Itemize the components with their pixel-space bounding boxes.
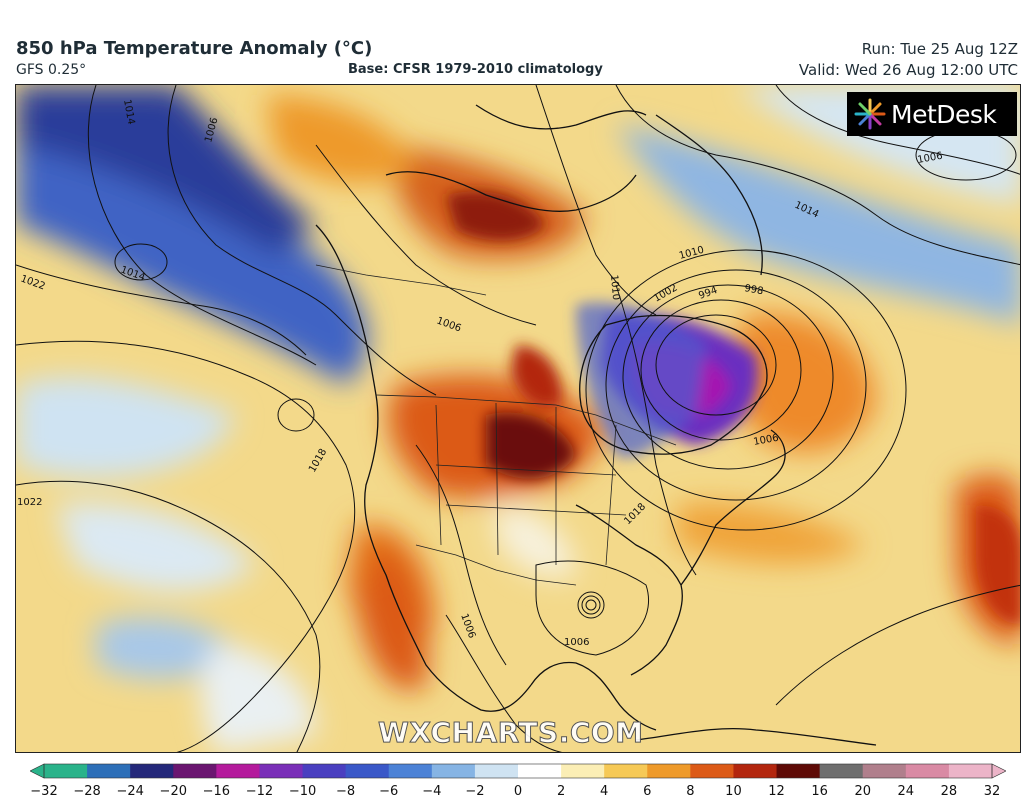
colorbar-tick-label: 10	[725, 784, 742, 799]
colorbar-segment	[431, 764, 476, 778]
colorbar-border	[43, 763, 993, 779]
colorbar-segment	[216, 764, 261, 778]
colorbar-ticks: −32 −28 −24 −20 −16 −12 −10 −8 −6 −4 −2 0 2 4 6 8 10 12 16…	[0, 781, 1024, 803]
colorbar-segment	[905, 764, 950, 778]
isobars	[16, 85, 1020, 752]
colorbar-segment	[388, 764, 433, 778]
colorbar-tick-label: 8	[686, 784, 695, 799]
colorbar-tick-label: 24	[897, 784, 915, 799]
metdesk-logo: MetDesk	[847, 92, 1017, 136]
colorbar-segment	[518, 764, 562, 778]
colorbar-segment	[776, 764, 821, 778]
valid-time-label: Valid: Wed 26 Aug 12:00 UTC	[798, 61, 1018, 79]
colorbar-segment	[87, 764, 131, 778]
logo-wordmark: MetDesk	[891, 99, 997, 129]
colorbar-tick-label: −20	[159, 784, 187, 799]
isobar-label: 1022	[17, 497, 42, 508]
colorbar-segment	[604, 764, 648, 778]
colorbar-tick-label: −4	[422, 784, 442, 799]
colorbar-tick-label: 16	[811, 784, 828, 799]
colorbar-tick-label: 6	[643, 784, 652, 799]
anomaly-map: 1014 1006 1022 1014 1022 1018 1006 1014 …	[15, 84, 1021, 753]
political-borders	[315, 264, 677, 586]
colorbar-segment	[173, 764, 217, 778]
isobar-label: 1010	[608, 274, 621, 300]
metdesk-burst-icon	[854, 98, 886, 130]
colorbar-tick-label: 28	[940, 784, 958, 799]
colorbar-segment	[862, 764, 907, 778]
colorbar-tick-label: 2	[556, 784, 566, 799]
colorbar-segment	[948, 764, 993, 778]
colorbar-segment	[130, 764, 174, 778]
colorbar-segment	[44, 764, 88, 778]
isobar-label: 1006	[917, 151, 944, 166]
colorbar-tick-label: −2	[465, 784, 485, 799]
colorbar-tick-label: −8	[336, 784, 356, 799]
colorbar-segment	[819, 764, 864, 778]
wxcharts-watermark: WXCHARTS.COM	[378, 716, 644, 750]
colorbar-tick-label: 0	[513, 784, 523, 799]
colorbar-max-arrow	[991, 763, 1006, 779]
colorbar-tick-label: 20	[854, 784, 871, 799]
isobar-label: 1006	[753, 433, 780, 448]
climatology-base-label: Base: CFSR 1979-2010 climatology	[348, 62, 603, 77]
isobar-label: 1006	[564, 637, 589, 648]
isobar-label: 1014	[121, 99, 136, 126]
run-time-label: Run: Tue 25 Aug 12Z	[861, 40, 1018, 58]
anomaly-map-canvas: 1014 1006 1022 1014 1022 1018 1006 1014 …	[16, 85, 1020, 752]
colorbar-segment	[647, 764, 691, 778]
colorbar-segment	[474, 764, 519, 778]
colorbar-tick-label: −24	[116, 784, 144, 799]
colorbar-segment	[690, 764, 735, 778]
colorbar-segment	[345, 764, 390, 778]
colorbar-min-arrow	[30, 763, 45, 779]
colorbar-tick-label: 4	[600, 784, 609, 799]
colorbar-tick-label: −6	[379, 784, 399, 799]
colorbar-tick-label: −10	[288, 784, 317, 799]
colorbar-segment	[259, 764, 304, 778]
coastlines	[315, 104, 877, 746]
colorbar-segment	[561, 764, 605, 778]
colorbar-tick-label: −28	[73, 784, 101, 799]
colorbar-segment	[302, 764, 347, 778]
colorbar-tick-label: −12	[245, 784, 274, 799]
chart-title: 850 hPa Temperature Anomaly (°C)	[16, 38, 373, 59]
colorbar-tick-label: −16	[202, 784, 231, 799]
colorbar-segment	[733, 764, 778, 778]
colorbar-tick-label: 32	[983, 784, 1001, 799]
colorbar-tick-label: −32	[30, 784, 58, 799]
isobar-label: 998	[743, 283, 764, 297]
colorbar-tick-label: 12	[768, 784, 785, 799]
colorbar	[30, 763, 1006, 779]
model-label: GFS 0.25°	[16, 62, 87, 78]
